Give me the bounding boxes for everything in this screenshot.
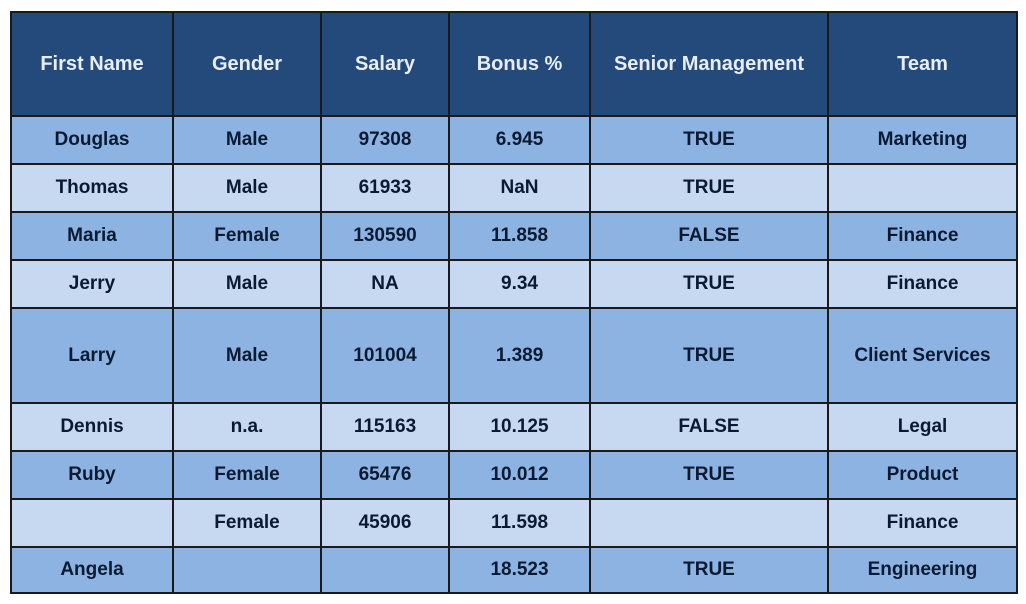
table-row: Thomas Male 61933 NaN TRUE [10,163,1018,213]
cell-bonus: 10.125 [448,402,591,452]
cell-team: Product [827,450,1018,500]
cell-first-name: Ruby [10,450,174,500]
cell-first-name: Jerry [10,259,174,309]
data-table: First Name Gender Salary Bonus % Senior … [10,11,1018,594]
column-header-first-name: First Name [10,11,174,117]
cell-senior-management: TRUE [589,546,829,594]
cell-bonus: 1.389 [448,307,591,404]
column-header-bonus: Bonus % [448,11,591,117]
cell-team: Legal [827,402,1018,452]
column-header-gender: Gender [172,11,322,117]
cell-senior-management: FALSE [589,211,829,261]
cell-gender: Female [172,498,322,548]
table-row: Douglas Male 97308 6.945 TRUE Marketing [10,115,1018,165]
cell-gender: n.a. [172,402,322,452]
cell-senior-management: FALSE [589,402,829,452]
table-row: Female 45906 11.598 Finance [10,498,1018,548]
cell-team: Finance [827,211,1018,261]
cell-bonus: 11.598 [448,498,591,548]
cell-team: Engineering [827,546,1018,594]
cell-first-name: Douglas [10,115,174,165]
column-header-salary: Salary [320,11,450,117]
cell-gender: Male [172,307,322,404]
cell-senior-management: TRUE [589,450,829,500]
cell-salary: 101004 [320,307,450,404]
cell-gender [172,546,322,594]
header-row: First Name Gender Salary Bonus % Senior … [10,11,1018,117]
cell-bonus: 10.012 [448,450,591,500]
cell-gender: Female [172,211,322,261]
cell-senior-management [589,498,829,548]
cell-team: Marketing [827,115,1018,165]
cell-team: Finance [827,259,1018,309]
cell-salary [320,546,450,594]
table-row: Jerry Male NA 9.34 TRUE Finance [10,259,1018,309]
table-row: Larry Male 101004 1.389 TRUE Client Serv… [10,307,1018,404]
cell-salary: 61933 [320,163,450,213]
cell-salary: 115163 [320,402,450,452]
column-header-team: Team [827,11,1018,117]
cell-first-name: Thomas [10,163,174,213]
column-header-senior-management: Senior Management [589,11,829,117]
cell-gender: Male [172,259,322,309]
cell-bonus: 18.523 [448,546,591,594]
cell-team [827,163,1018,213]
table-row: Dennis n.a. 115163 10.125 FALSE Legal [10,402,1018,452]
cell-first-name [10,498,174,548]
cell-salary: 130590 [320,211,450,261]
cell-senior-management: TRUE [589,307,829,404]
cell-senior-management: TRUE [589,115,829,165]
cell-team: Finance [827,498,1018,548]
cell-first-name: Maria [10,211,174,261]
cell-bonus: 11.858 [448,211,591,261]
cell-first-name: Larry [10,307,174,404]
cell-salary: NA [320,259,450,309]
cell-bonus: NaN [448,163,591,213]
cell-first-name: Angela [10,546,174,594]
cell-gender: Female [172,450,322,500]
table-row: Angela 18.523 TRUE Engineering [10,546,1018,594]
cell-team: Client Services [827,307,1018,404]
cell-salary: 65476 [320,450,450,500]
table-row: Maria Female 130590 11.858 FALSE Finance [10,211,1018,261]
cell-senior-management: TRUE [589,259,829,309]
cell-gender: Male [172,115,322,165]
cell-bonus: 6.945 [448,115,591,165]
cell-gender: Male [172,163,322,213]
cell-senior-management: TRUE [589,163,829,213]
cell-salary: 45906 [320,498,450,548]
cell-first-name: Dennis [10,402,174,452]
cell-bonus: 9.34 [448,259,591,309]
cell-salary: 97308 [320,115,450,165]
table-container: First Name Gender Salary Bonus % Senior … [10,11,1018,594]
table-row: Ruby Female 65476 10.012 TRUE Product [10,450,1018,500]
